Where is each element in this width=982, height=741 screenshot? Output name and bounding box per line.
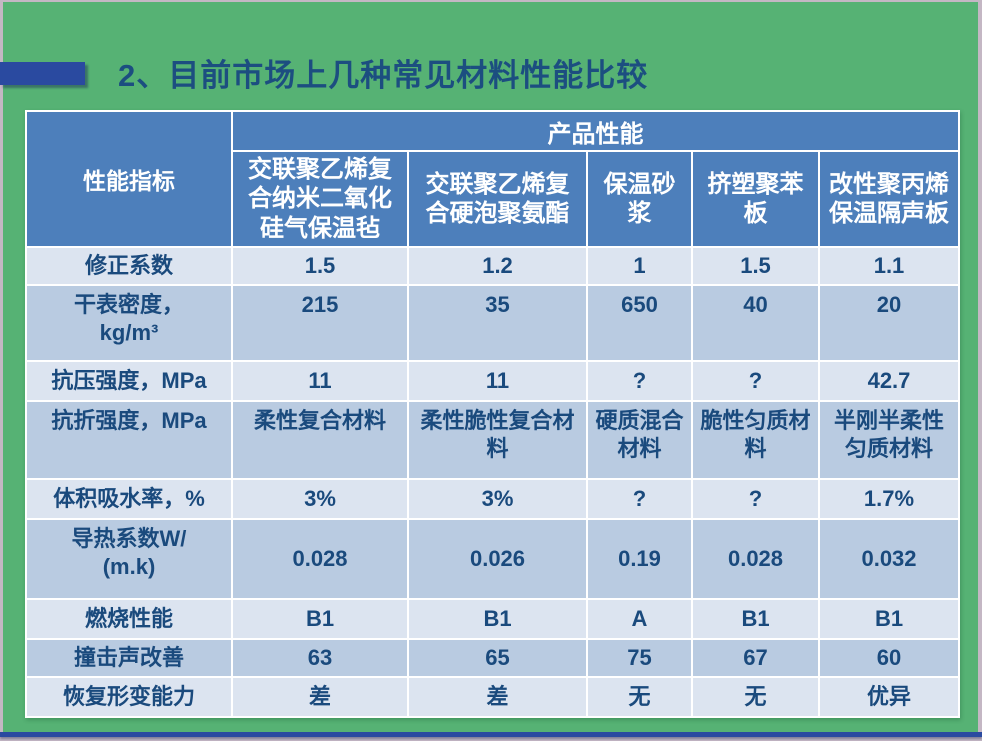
cell-value: B1 [407, 598, 588, 640]
cell-value: 1 [586, 246, 693, 286]
cell-value: 差 [231, 676, 409, 718]
cell-value: ? [691, 360, 820, 402]
cell-value: 无 [691, 676, 820, 718]
cell-value: 脆性匀质材料 [691, 400, 820, 480]
table-row-deformation-recovery: 恢复形变能力 差 差 无 无 优异 [25, 676, 960, 718]
cell-value: B1 [691, 598, 820, 640]
table-row-impact-sound-improvement: 撞击声改善 63 65 75 67 60 [25, 638, 960, 678]
cell-value: 0.028 [231, 518, 409, 600]
cell-value: 1.2 [407, 246, 588, 286]
cell-value: 柔性脆性复合材料 [407, 400, 588, 480]
cell-value: 1.5 [231, 246, 409, 286]
cell-value: ? [691, 478, 820, 520]
cell-value: 650 [586, 284, 693, 362]
table-row-correction-factor: 修正系数 1.5 1.2 1 1.5 1.1 [25, 246, 960, 286]
cell-value: 60 [818, 638, 960, 678]
table-row-combustion-performance: 燃烧性能 B1 B1 A B1 B1 [25, 598, 960, 640]
table-column-header-row: 交联聚乙烯复合纳米二氧化硅气保温毡 交联聚乙烯复合硬泡聚氨酯 保温砂浆 挤塑聚苯… [26, 150, 960, 248]
cell-value: 0.026 [407, 518, 588, 600]
cell-value: B1 [231, 598, 409, 640]
cell-value: 1.1 [818, 246, 960, 286]
cell-value: 67 [691, 638, 820, 678]
cell-value: 11 [407, 360, 588, 402]
cell-value: 1.5 [691, 246, 820, 286]
title-accent-bar [0, 62, 85, 85]
cell-value: 215 [231, 284, 409, 362]
cell-value: 65 [407, 638, 588, 678]
row-label: 撞击声改善 [25, 638, 233, 678]
cell-value: 柔性复合材料 [231, 400, 409, 480]
header-product-performance: 产品性能 [231, 110, 960, 152]
cell-value: 优异 [818, 676, 960, 718]
column-header-material-1: 交联聚乙烯复合纳米二氧化硅气保温毡 [231, 150, 409, 248]
column-header-material-5: 改性聚丙烯保温隔声板 [818, 150, 960, 248]
row-label: 导热系数W/ (m.k) [25, 518, 233, 600]
cell-value: 3% [231, 478, 409, 520]
cell-value: A [586, 598, 693, 640]
materials-comparison-table: 性能指标 产品性能 交联聚乙烯复合纳米二氧化硅气保温毡 交联聚乙烯复合硬泡聚氨酯… [25, 110, 960, 718]
cell-value: ? [586, 360, 693, 402]
cell-value: 75 [586, 638, 693, 678]
column-header-material-4: 挤塑聚苯板 [691, 150, 820, 248]
table-row-flexural-strength: 抗折强度，MPa 柔性复合材料 柔性脆性复合材料 硬质混合材料 脆性匀质材料 半… [25, 400, 960, 480]
cell-value: 1.7% [818, 478, 960, 520]
row-label: 恢复形变能力 [25, 676, 233, 718]
row-label: 抗压强度，MPa [25, 360, 233, 402]
cell-value: 3% [407, 478, 588, 520]
cell-value: 半刚半柔性匀质材料 [818, 400, 960, 480]
cell-value: 40 [691, 284, 820, 362]
header-performance-index: 性能指标 [25, 110, 233, 248]
cell-value: 63 [231, 638, 409, 678]
row-label: 修正系数 [25, 246, 233, 286]
cell-value: 0.028 [691, 518, 820, 600]
row-label: 体积吸水率，% [25, 478, 233, 520]
cell-value: 11 [231, 360, 409, 402]
cell-value: ? [586, 478, 693, 520]
row-label: 燃烧性能 [25, 598, 233, 640]
row-label: 干表密度， kg/m³ [25, 284, 233, 362]
cell-value: B1 [818, 598, 960, 640]
cell-value: 35 [407, 284, 588, 362]
row-label: 抗折强度，MPa [25, 400, 233, 480]
cell-value: 0.19 [586, 518, 693, 600]
cell-value: 硬质混合材料 [586, 400, 693, 480]
cell-value: 42.7 [818, 360, 960, 402]
column-header-material-2: 交联聚乙烯复合硬泡聚氨酯 [407, 150, 588, 248]
cell-value: 0.032 [818, 518, 960, 600]
table-row-water-absorption: 体积吸水率，% 3% 3% ? ? 1.7% [25, 478, 960, 520]
table-header-row: 性能指标 产品性能 [25, 110, 960, 248]
table-row-dry-density: 干表密度， kg/m³ 215 35 650 40 20 [25, 284, 960, 362]
slide-title: 2、目前市场上几种常见材料性能比较 [118, 58, 649, 93]
cell-value: 差 [407, 676, 588, 718]
table-row-compressive-strength: 抗压强度，MPa 11 11 ? ? 42.7 [25, 360, 960, 402]
column-header-material-3: 保温砂浆 [586, 150, 693, 248]
slide-bottom-rule [0, 732, 982, 737]
table-row-thermal-conductivity: 导热系数W/ (m.k) 0.028 0.026 0.19 0.028 0.03… [25, 518, 960, 600]
cell-value: 20 [818, 284, 960, 362]
cell-value: 无 [586, 676, 693, 718]
